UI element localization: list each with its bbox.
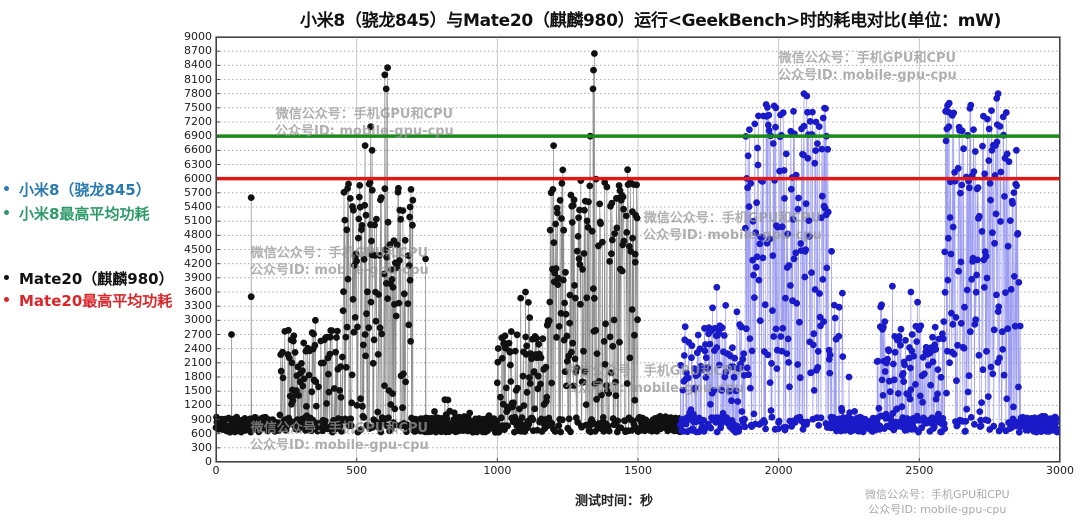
y-tick-label: 7500: [184, 100, 212, 114]
x-tick-label: 0: [212, 464, 220, 477]
legend-bullet-icon: [4, 210, 9, 215]
legend-label: 小米8最高平均功耗: [19, 205, 150, 223]
legend-label: Mate20最高平均功耗: [19, 292, 173, 310]
legend-item-mate20-max-avg: Mate20最高平均功耗: [4, 290, 172, 311]
x-tick-label: 1000: [483, 464, 512, 477]
x-tick-label: 1500: [624, 464, 652, 477]
legend-bullet-icon: [4, 186, 9, 191]
y-tick-label: 1500: [184, 384, 212, 398]
legend-label: 小米8（骁龙845）: [19, 181, 151, 199]
series-line-1: [679, 93, 1058, 433]
y-tick-label: 900: [191, 412, 212, 426]
y-tick-label: 1200: [184, 398, 212, 412]
legend-item-xiaomi8: 小米8（骁龙845）: [4, 179, 151, 200]
y-tick-label: 2400: [184, 341, 212, 355]
y-tick-label: 6300: [184, 157, 212, 171]
x-axis-label: 测试时间：秒: [575, 494, 654, 509]
y-tick-label: 3000: [184, 313, 212, 327]
y-tick-label: 300: [191, 440, 212, 454]
series-markers-0: [212, 50, 684, 436]
y-tick-label: 3600: [184, 285, 212, 298]
y-tick-label: 1800: [184, 370, 212, 383]
y-tick-label: 3900: [184, 270, 212, 284]
series-markers-1: [676, 90, 1061, 436]
y-tick-label: 600: [191, 426, 212, 440]
legend-item-mate20: Mate20（麒麟980）: [4, 268, 174, 289]
y-tick-label: 4500: [184, 242, 212, 256]
y-tick-label: 9000: [184, 30, 212, 43]
y-tick-label: 6900: [184, 129, 212, 143]
y-tick-label: 7800: [184, 86, 212, 100]
x-tick-label: 3000: [1046, 464, 1074, 477]
y-tick-label: 5100: [184, 214, 212, 228]
y-tick-label: 2100: [184, 355, 212, 369]
legend-label: Mate20（麒麟980）: [19, 270, 174, 288]
x-tick-label: 2000: [764, 464, 793, 477]
y-tick-label: 2700: [184, 327, 212, 341]
y-tick-label: 5700: [184, 185, 212, 199]
legend-bullet-icon: [4, 275, 9, 280]
y-tick-label: 6000: [184, 171, 212, 185]
y-tick-label: 8100: [184, 72, 212, 86]
y-tick-label: 7200: [184, 115, 212, 128]
x-tick-label: 500: [346, 464, 368, 477]
y-tick-label: 5400: [184, 200, 212, 213]
chart-title: 小米8（骁龙845）与Mate20（麒麟980）运行<GeekBench>时的耗…: [300, 11, 1002, 31]
y-tick-label: 8700: [184, 44, 212, 58]
y-tick-label: 3300: [184, 299, 212, 313]
y-tick-label: 4200: [184, 256, 212, 270]
y-tick-label: 0: [205, 455, 212, 468]
x-tick-label: 2500: [905, 464, 934, 477]
y-tick-label: 8400: [184, 58, 212, 72]
legend-bullet-icon: [4, 297, 9, 302]
legend-item-xiaomi8-max-avg: 小米8最高平均功耗: [4, 203, 149, 224]
y-tick-label: 6600: [184, 143, 212, 157]
y-tick-label: 4800: [184, 228, 212, 242]
